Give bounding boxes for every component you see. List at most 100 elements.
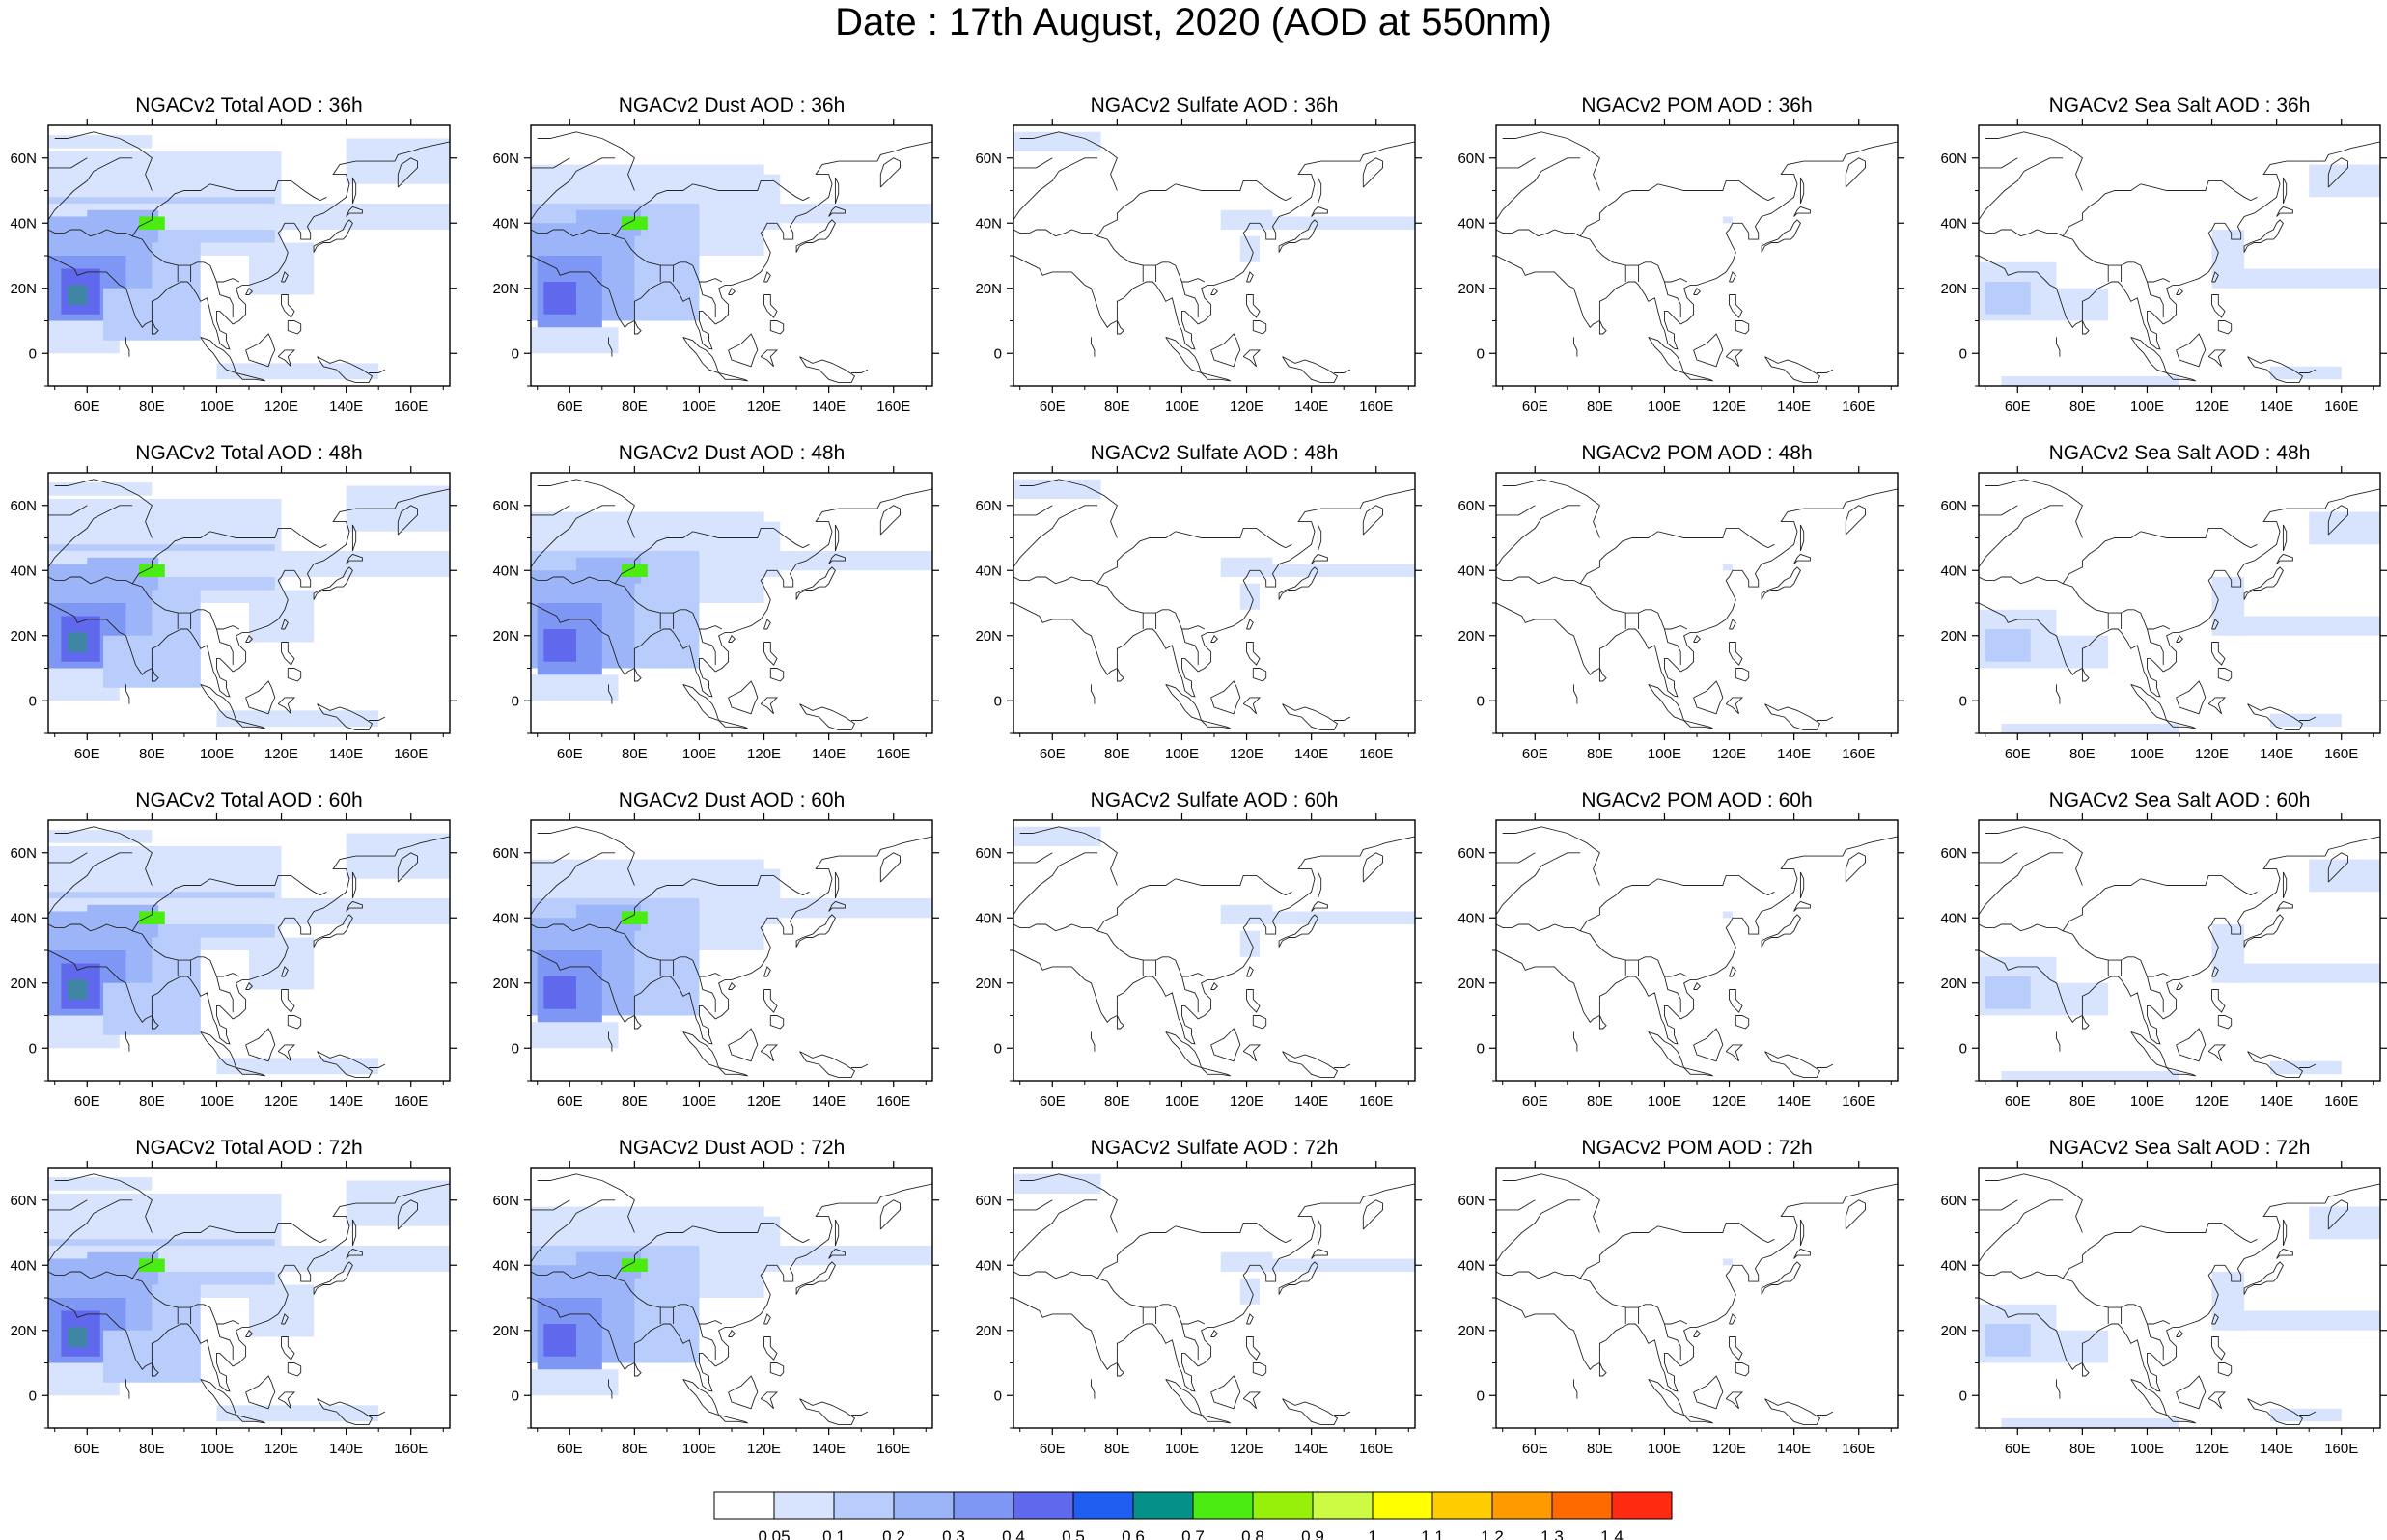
coastline — [699, 281, 716, 318]
lon-tick-label: 120E — [1230, 399, 1263, 415]
coastline — [1013, 1199, 1098, 1263]
coastline — [1729, 294, 1743, 318]
lon-tick-label: 80E — [1587, 746, 1613, 762]
coastline — [1845, 1199, 1866, 1230]
coastline — [2176, 1375, 2207, 1410]
coastline — [879, 852, 901, 883]
coastline — [763, 966, 771, 977]
lon-tick-label: 140E — [1294, 1093, 1328, 1110]
aod-field-cell — [138, 216, 165, 230]
coastline — [633, 1015, 642, 1030]
lat-tick-label: 60N — [492, 845, 519, 862]
coastline — [1729, 642, 1743, 666]
coastline — [614, 179, 810, 237]
lat-tick-label: 60N — [1457, 498, 1485, 514]
coastline — [1091, 1379, 1096, 1399]
coastline — [2207, 349, 2227, 368]
coastline — [2166, 1067, 2196, 1077]
coastline — [763, 1336, 778, 1361]
coastline — [2176, 680, 2207, 715]
aod-field-cell — [216, 710, 379, 728]
coastline — [1496, 1183, 1898, 1392]
map-area — [1013, 125, 1415, 386]
aod-field-cell — [249, 1284, 315, 1337]
aod-field-cell — [2309, 1206, 2380, 1240]
coastline — [1764, 356, 1821, 384]
lon-tick-label: 140E — [1777, 399, 1811, 415]
coastline — [1979, 488, 2380, 698]
coastline — [1683, 372, 1713, 382]
colorbar-label: 0.1 — [822, 1527, 846, 1540]
aod-field-cell — [1722, 216, 1733, 224]
aod-field-cell — [621, 911, 648, 924]
coastline — [799, 1398, 856, 1426]
lat-tick-label: 20N — [1457, 281, 1485, 297]
coastline — [2327, 1199, 2348, 1230]
coastline — [531, 1199, 616, 1263]
panel-title: NGACv2 Dust AOD : 48h — [619, 442, 846, 464]
map-background — [1013, 473, 1415, 733]
coastline — [1242, 1391, 1262, 1410]
coastline — [531, 1271, 693, 1308]
lon-tick-label: 120E — [747, 1441, 781, 1457]
aod-field-cell — [216, 1058, 379, 1075]
map-area — [531, 125, 932, 386]
aod-field-cell — [1013, 826, 1101, 846]
coastline — [2211, 989, 2226, 1013]
coastline — [879, 157, 901, 188]
aod-field-cell — [68, 979, 88, 1000]
coastline — [1317, 1219, 1322, 1247]
coastline — [763, 619, 771, 630]
lat-tick-label: 60N — [975, 1193, 1002, 1209]
coastline — [1013, 1271, 1176, 1308]
coastline — [1979, 836, 2380, 1045]
colorbar-label: 0.7 — [1181, 1527, 1205, 1540]
aod-field-cell — [543, 282, 576, 315]
coastline — [531, 1183, 932, 1392]
coastline — [2247, 356, 2304, 384]
coastline — [728, 1028, 759, 1062]
panel-title: NGACv2 Total AOD : 60h — [135, 789, 362, 811]
coastline — [531, 229, 693, 266]
coastline — [633, 1362, 642, 1377]
colorbar-label: 1.1 — [1421, 1527, 1444, 1540]
coastline — [1496, 923, 1658, 961]
coastline — [1979, 141, 2380, 350]
coastline — [2276, 900, 2293, 912]
lon-tick-label: 100E — [200, 1093, 234, 1110]
lat-tick-label: 60N — [1940, 845, 1967, 862]
coastline — [2243, 219, 2284, 253]
map-panel-total-36h: NGACv2 Total AOD : 36h 60E 80E 100E 120E 140E… — [10, 95, 457, 415]
lon-tick-label: 120E — [2195, 1441, 2229, 1457]
coastline — [608, 684, 613, 704]
aod-field-cell — [2001, 1070, 2179, 1081]
coastline — [2081, 320, 2090, 335]
lat-tick-label: 40N — [1457, 215, 1485, 232]
lon-tick-label: 120E — [1230, 1441, 1263, 1457]
coastline — [346, 553, 363, 564]
coastline — [1019, 479, 1118, 538]
coastline — [2081, 1015, 2090, 1030]
colorbar-label: 0.4 — [1002, 1527, 1025, 1540]
lat-tick-label: 20N — [1940, 628, 1967, 645]
map-background — [1496, 820, 1898, 1081]
lon-tick-label: 160E — [1842, 1093, 1875, 1110]
coastline — [2327, 505, 2348, 536]
coastline — [245, 333, 276, 368]
lat-tick-label: 0 — [1477, 693, 1485, 709]
coastline — [834, 177, 840, 205]
map-panel-seasalt-36h: NGACv2 Sea Salt AOD : 36h 60E 80E 100E 120E 1… — [1940, 95, 2387, 415]
coastline — [1979, 923, 2141, 961]
coastline — [682, 1378, 720, 1416]
coastline — [1246, 642, 1261, 666]
coastline — [281, 619, 289, 630]
coastline — [1985, 826, 2083, 886]
lon-tick-label: 100E — [1165, 399, 1199, 415]
lat-tick-label: 20N — [975, 976, 1002, 992]
coastline — [1282, 703, 1339, 731]
lon-tick-label: 80E — [139, 399, 165, 415]
aod-field-cell — [1013, 131, 1101, 151]
coastline — [1317, 871, 1322, 899]
coastline — [2140, 1306, 2171, 1325]
lon-tick-label: 120E — [1230, 746, 1263, 762]
